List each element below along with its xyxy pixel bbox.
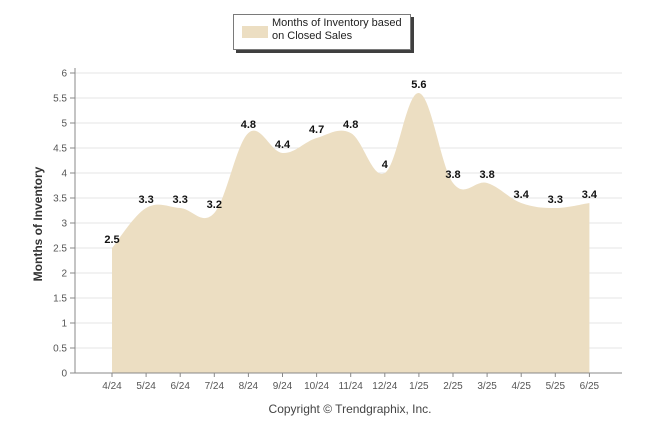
y-tick-label: 1 — [61, 319, 67, 330]
data-label: 3.3 — [173, 194, 188, 206]
data-label: 3.4 — [514, 189, 530, 201]
legend: Months of Inventory based on Closed Sale… — [233, 14, 411, 50]
data-label: 4.4 — [275, 139, 291, 151]
y-tick-label: 0 — [61, 369, 67, 380]
x-tick-label: 6/25 — [580, 381, 600, 392]
x-tick-label: 4/25 — [511, 381, 531, 392]
data-label: 3.2 — [207, 199, 222, 211]
x-tick-label: 3/25 — [477, 381, 497, 392]
data-label: 4.8 — [343, 119, 358, 131]
y-tick-label: 1.5 — [53, 294, 67, 305]
legend-label-line-1: Months of Inventory based — [272, 17, 402, 29]
data-label: 3.8 — [445, 169, 460, 181]
data-label: 4.7 — [309, 124, 324, 136]
data-label: 4.8 — [241, 119, 256, 131]
x-tick-label: 12/24 — [372, 381, 397, 392]
y-axis: 0 0.5 1 1.5 2 2.5 3 3.5 4 4.5 5 5.5 6 — [53, 69, 75, 380]
x-tick-label: 8/24 — [239, 381, 259, 392]
y-tick-label: 2.5 — [53, 244, 67, 255]
data-label: 3.4 — [582, 189, 598, 201]
data-label: 3.3 — [548, 194, 563, 206]
x-tick-label: 5/25 — [546, 381, 566, 392]
series-area — [112, 92, 590, 373]
y-tick-label: 0.5 — [53, 344, 67, 355]
x-tick-label: 9/24 — [273, 381, 293, 392]
x-axis: 4/24 5/24 6/24 7/24 8/24 9/24 10/24 11/24 12/24 1… — [102, 373, 600, 392]
y-tick-label: 6 — [61, 69, 67, 80]
y-axis-title: Months of Inventory — [31, 166, 45, 282]
legend-swatch — [242, 26, 268, 38]
legend-label: Months of Inventory based on Closed Sale… — [272, 17, 408, 43]
data-labels: 2.5 3.3 3.3 3.2 4.8 4.4 4.7 4.8 4 5.6 3.8 3.8 3.4 3.3… — [104, 79, 598, 246]
y-tick-label: 4 — [61, 169, 67, 180]
x-tick-label: 2/25 — [443, 381, 463, 392]
x-tick-label: 10/24 — [304, 381, 329, 392]
data-label: 2.5 — [104, 234, 119, 246]
data-label: 5.6 — [411, 79, 426, 91]
x-tick-label: 7/24 — [205, 381, 225, 392]
axes — [74, 68, 622, 374]
x-tick-label: 6/24 — [170, 381, 190, 392]
data-label: 3.8 — [479, 169, 494, 181]
data-label: 4 — [382, 159, 389, 171]
copyright-text: Copyright © Trendgraphix, Inc. — [268, 402, 432, 416]
y-tick-label: 4.5 — [53, 144, 67, 155]
x-tick-label: 1/25 — [409, 381, 429, 392]
y-tick-label: 2 — [61, 269, 67, 280]
legend-label-line-2: on Closed Sales — [272, 30, 353, 42]
y-tick-label: 3.5 — [53, 194, 67, 205]
y-tick-label: 5 — [61, 119, 67, 130]
data-label: 3.3 — [138, 194, 153, 206]
x-tick-label: 5/24 — [136, 381, 156, 392]
x-tick-label: 4/24 — [102, 381, 122, 392]
y-tick-label: 3 — [61, 219, 67, 230]
x-tick-label: 11/24 — [339, 381, 364, 392]
y-tick-label: 5.5 — [53, 94, 67, 105]
